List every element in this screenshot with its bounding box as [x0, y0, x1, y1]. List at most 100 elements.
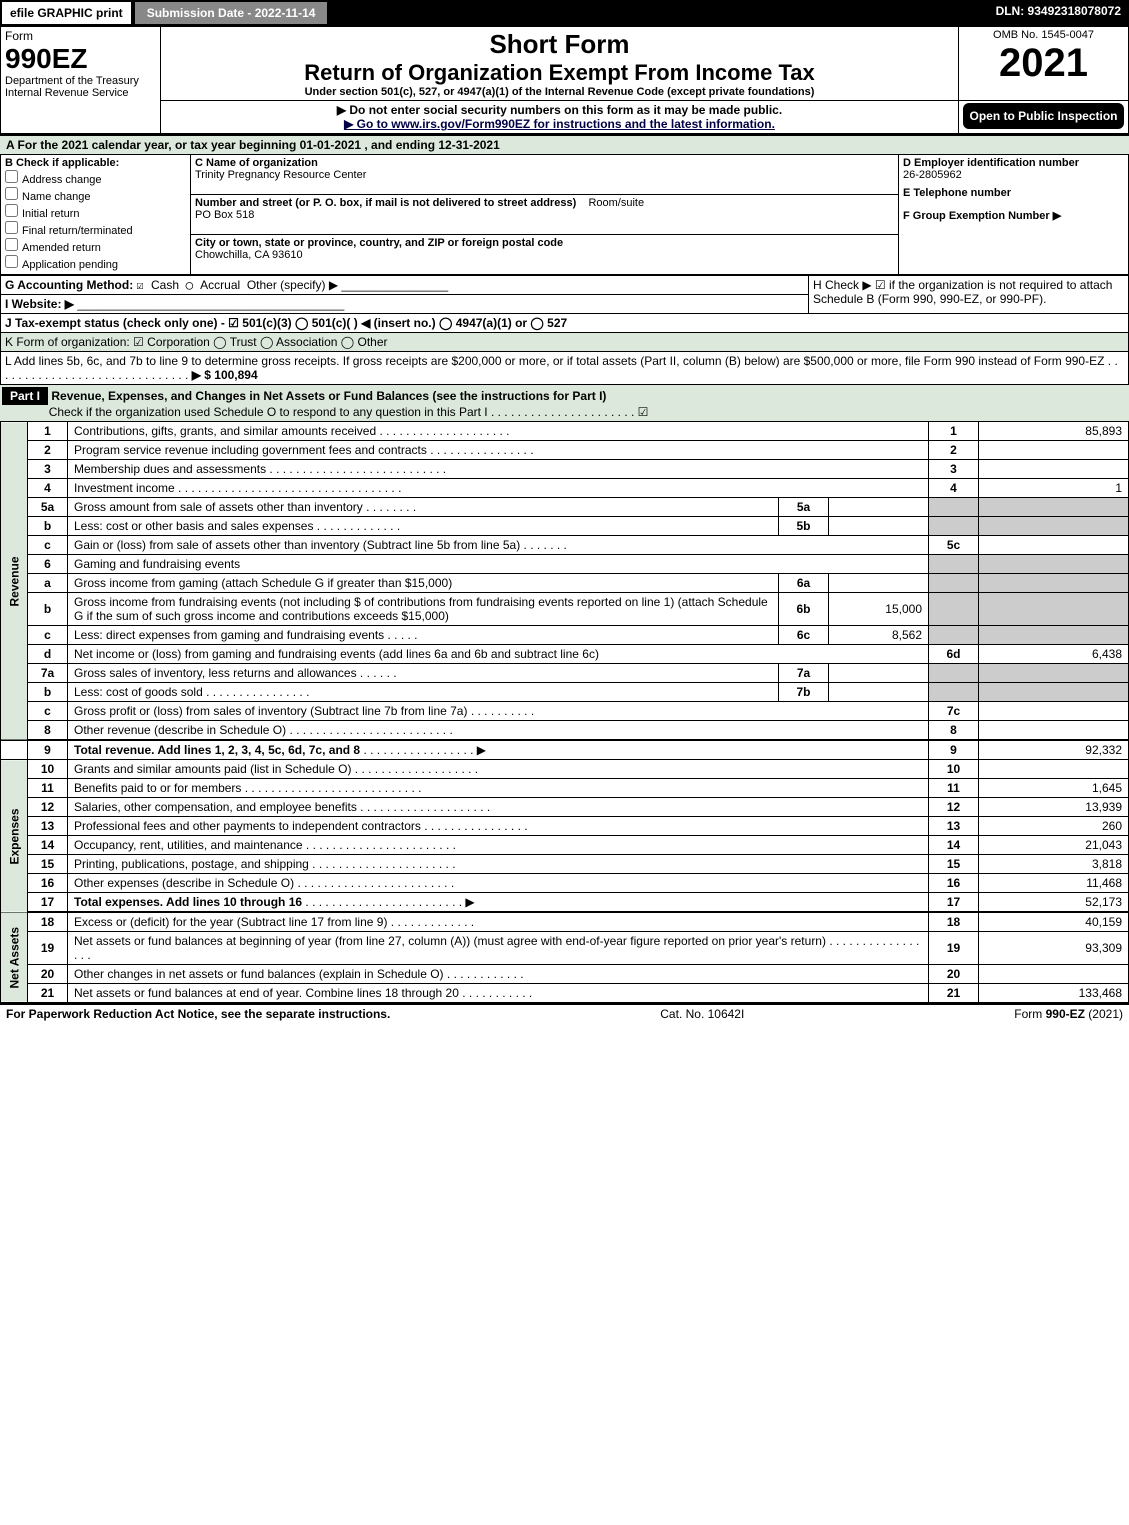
ln6c-subval: 8,562: [829, 626, 929, 645]
ln7b-subval: [829, 683, 929, 702]
ln6-desc: Gaming and fundraising events: [68, 555, 929, 574]
ln7b-no: b: [28, 683, 68, 702]
cb-application-pending-input[interactable]: [5, 255, 18, 268]
irs-link[interactable]: ▶ Go to www.irs.gov/Form990EZ for instru…: [344, 117, 775, 131]
ln13-desc: Professional fees and other payments to …: [68, 817, 929, 836]
open-inspection-cell: Open to Public Inspection: [959, 101, 1129, 134]
efile-print-button[interactable]: efile GRAPHIC print: [0, 0, 133, 26]
ln5b-valshade: [979, 517, 1129, 536]
goto-link[interactable]: ▶ Go to www.irs.gov/Form990EZ for instru…: [165, 117, 954, 131]
ln11-desc: Benefits paid to or for members . . . . …: [68, 779, 929, 798]
open-to-public: Open to Public Inspection: [963, 103, 1124, 129]
cb-address-change[interactable]: Address change: [5, 170, 186, 186]
short-form-title: Short Form: [165, 29, 954, 60]
cb-name-change-input[interactable]: [5, 187, 18, 200]
ln9-val: 92,332: [979, 740, 1129, 760]
ln6a-numshade: [929, 574, 979, 593]
cb-amended-return[interactable]: Amended return: [5, 238, 186, 254]
revenue-side-label: Revenue: [1, 422, 28, 741]
ln12-num: 12: [929, 798, 979, 817]
section-h: H Check ▶ ☑ if the organization is not r…: [809, 276, 1129, 314]
no-ssn-warning: ▶ Do not enter social security numbers o…: [165, 103, 954, 117]
ln6a-desc: Gross income from gaming (attach Schedul…: [68, 574, 779, 593]
cb-address-change-label: Address change: [22, 174, 102, 186]
part1-lines-table: Revenue 1 Contributions, gifts, grants, …: [0, 421, 1129, 1003]
part1-sub: Check if the organization used Schedule …: [49, 405, 488, 419]
cb-name-change[interactable]: Name change: [5, 187, 186, 203]
part1-label: Part I: [2, 387, 48, 405]
ln12-desc: Salaries, other compensation, and employ…: [68, 798, 929, 817]
ln15-desc: Printing, publications, postage, and shi…: [68, 855, 929, 874]
ln15-val: 3,818: [979, 855, 1129, 874]
ln6-numshade: [929, 555, 979, 574]
ln5a-desc: Gross amount from sale of assets other t…: [68, 498, 779, 517]
section-b-checkboxes: B Check if applicable: Address change Na…: [1, 155, 191, 275]
ln7a-subval: [829, 664, 929, 683]
ln11-val: 1,645: [979, 779, 1129, 798]
g-cash-check[interactable]: ☑: [137, 278, 151, 292]
section-k: K Form of organization: ☑ Corporation ◯ …: [1, 333, 1129, 352]
ln1-no: 1: [28, 422, 68, 441]
ln16-no: 16: [28, 874, 68, 893]
part1-check[interactable]: ☑: [638, 405, 649, 419]
ln14-num: 14: [929, 836, 979, 855]
form-number: 990EZ: [5, 43, 156, 75]
cb-initial-return[interactable]: Initial return: [5, 204, 186, 220]
ln7b-sub: 7b: [779, 683, 829, 702]
e-phone-label: E Telephone number: [903, 187, 1124, 199]
cb-final-return[interactable]: Final return/terminated: [5, 221, 186, 237]
d-ein-label: D Employer identification number: [903, 157, 1124, 169]
section-a-tax-year: A For the 2021 calendar year, or tax yea…: [0, 134, 1129, 154]
ln11-num: 11: [929, 779, 979, 798]
cb-address-change-input[interactable]: [5, 170, 18, 183]
ln8-no: 8: [28, 721, 68, 741]
j-label: J Tax-exempt status (check only one) - ☑…: [5, 316, 567, 330]
ln17-no: 17: [28, 893, 68, 913]
ln6b-subval: 15,000: [829, 593, 929, 626]
ln2-no: 2: [28, 441, 68, 460]
org-info-block: B Check if applicable: Address change Na…: [0, 154, 1129, 275]
footer-right: Form 990-EZ (2021): [1014, 1007, 1123, 1021]
ln5b-numshade: [929, 517, 979, 536]
ln10-num: 10: [929, 760, 979, 779]
ln18-no: 18: [28, 912, 68, 932]
ln13-val: 260: [979, 817, 1129, 836]
dept-treasury: Department of the Treasury Internal Reve…: [5, 75, 156, 99]
ln1-desc: Contributions, gifts, grants, and simila…: [68, 422, 929, 441]
l-label: L Add lines 5b, 6c, and 7b to line 9 to …: [5, 354, 1104, 368]
ln6c-desc: Less: direct expenses from gaming and fu…: [68, 626, 779, 645]
ln12-no: 12: [28, 798, 68, 817]
ln5a-no: 5a: [28, 498, 68, 517]
ln6-valshade: [979, 555, 1129, 574]
org-name: Trinity Pregnancy Resource Center: [195, 169, 894, 181]
cb-application-pending[interactable]: Application pending: [5, 255, 186, 271]
ln1-num: 1: [929, 422, 979, 441]
ln12-val: 13,939: [979, 798, 1129, 817]
ln3-desc: Membership dues and assessments . . . . …: [68, 460, 929, 479]
ln9-desc: Total revenue. Add lines 1, 2, 3, 4, 5c,…: [68, 740, 929, 760]
ln15-no: 15: [28, 855, 68, 874]
ln6a-sub: 6a: [779, 574, 829, 593]
ln3-no: 3: [28, 460, 68, 479]
ln6c-no: c: [28, 626, 68, 645]
ln4-no: 4: [28, 479, 68, 498]
ln21-no: 21: [28, 984, 68, 1003]
ln19-desc: Net assets or fund balances at beginning…: [68, 932, 929, 965]
cb-amended-return-input[interactable]: [5, 238, 18, 251]
ln5a-valshade: [979, 498, 1129, 517]
ln5c-desc: Gain or (loss) from sale of assets other…: [68, 536, 929, 555]
c-street-label: Number and street (or P. O. box, if mail…: [195, 197, 576, 209]
revenue-side-bottom: [1, 740, 28, 760]
org-street: PO Box 518: [195, 209, 894, 221]
d-ein-value: 26-2805962: [903, 169, 1124, 181]
topbar-spacer: [329, 0, 987, 26]
ln20-val: [979, 965, 1129, 984]
g-accrual-check[interactable]: ◯: [186, 278, 200, 292]
ln21-num: 21: [929, 984, 979, 1003]
ln6c-valshade: [979, 626, 1129, 645]
cb-initial-return-input[interactable]: [5, 204, 18, 217]
ln4-num: 4: [929, 479, 979, 498]
cb-final-return-input[interactable]: [5, 221, 18, 234]
g-cash-label: Cash: [151, 278, 179, 292]
ln21-val: 133,468: [979, 984, 1129, 1003]
